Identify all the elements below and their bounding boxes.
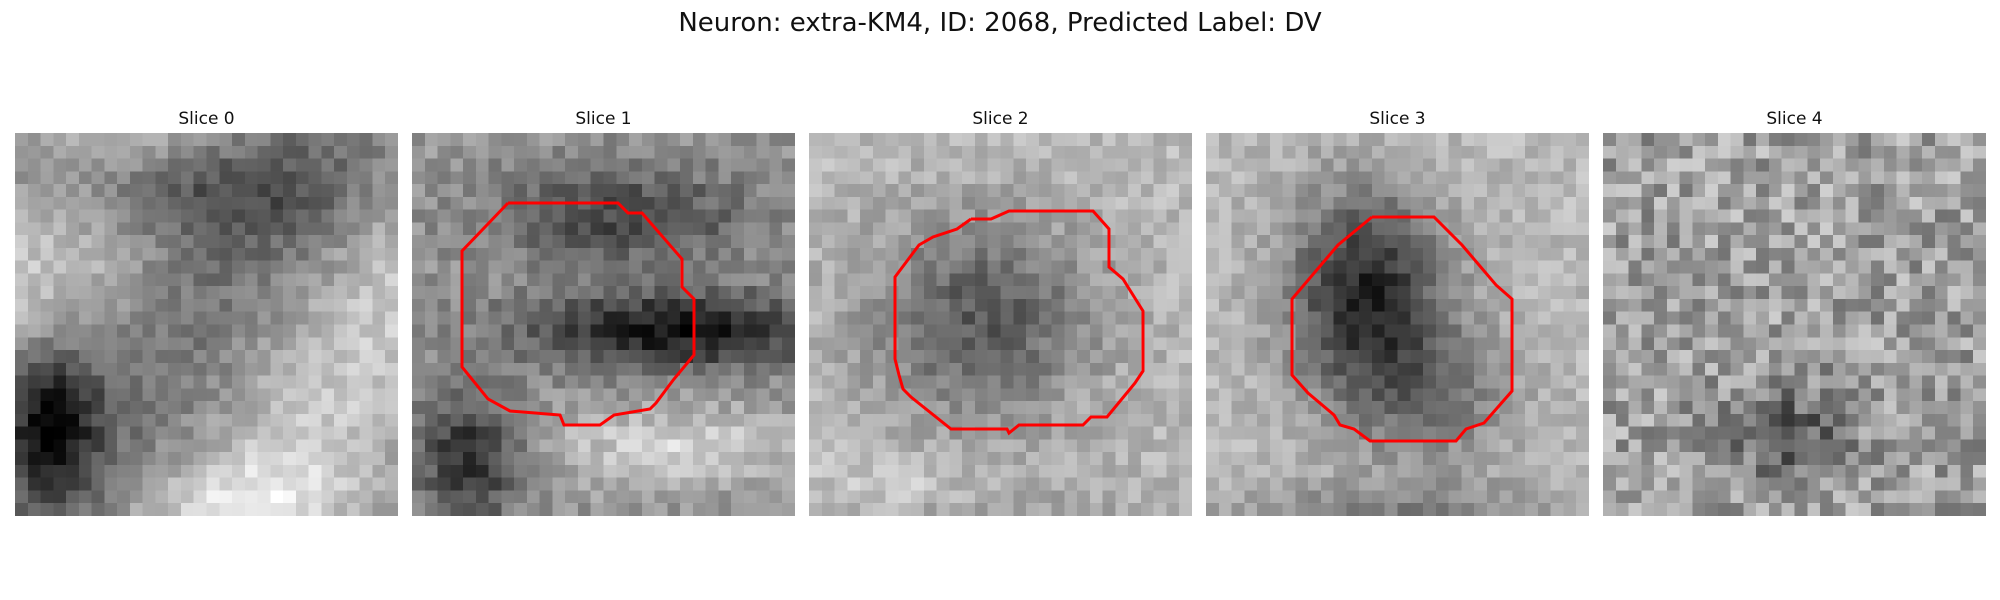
slice-panel-3: Slice 3	[1206, 108, 1589, 516]
slice-image-0	[15, 133, 398, 516]
roi-contour	[460, 201, 696, 427]
slice-title: Slice 0	[178, 109, 235, 129]
slice-panel-1: Slice 1	[412, 108, 795, 516]
roi-contour-overlay	[460, 201, 696, 427]
slice-title: Slice 1	[575, 109, 632, 129]
slice-title: Slice 4	[1766, 109, 1823, 129]
figure-title: Neuron: extra-KM4, ID: 2068, Predicted L…	[678, 8, 1322, 38]
slice-panel-2: Slice 2	[809, 108, 1192, 516]
slice-title: Slice 2	[972, 109, 1029, 129]
roi-contour	[1290, 215, 1514, 443]
slice-image-2	[809, 133, 1192, 516]
slice-title: Slice 3	[1369, 109, 1426, 129]
roi-contour-overlay	[893, 209, 1145, 436]
roi-contour	[893, 209, 1145, 436]
slice-image-1	[412, 133, 795, 516]
roi-contour-overlay	[1290, 215, 1514, 443]
grayscale-patch	[1603, 133, 1986, 516]
slice-panel-4: Slice 4	[1603, 108, 1986, 516]
slice-image-4	[1603, 133, 1986, 516]
grayscale-patch	[809, 133, 1192, 516]
grayscale-patch	[412, 133, 795, 516]
slice-panel-0: Slice 0	[15, 108, 398, 516]
slice-image-3	[1206, 133, 1589, 516]
grayscale-patch	[15, 133, 398, 516]
grayscale-patch	[1206, 133, 1589, 516]
